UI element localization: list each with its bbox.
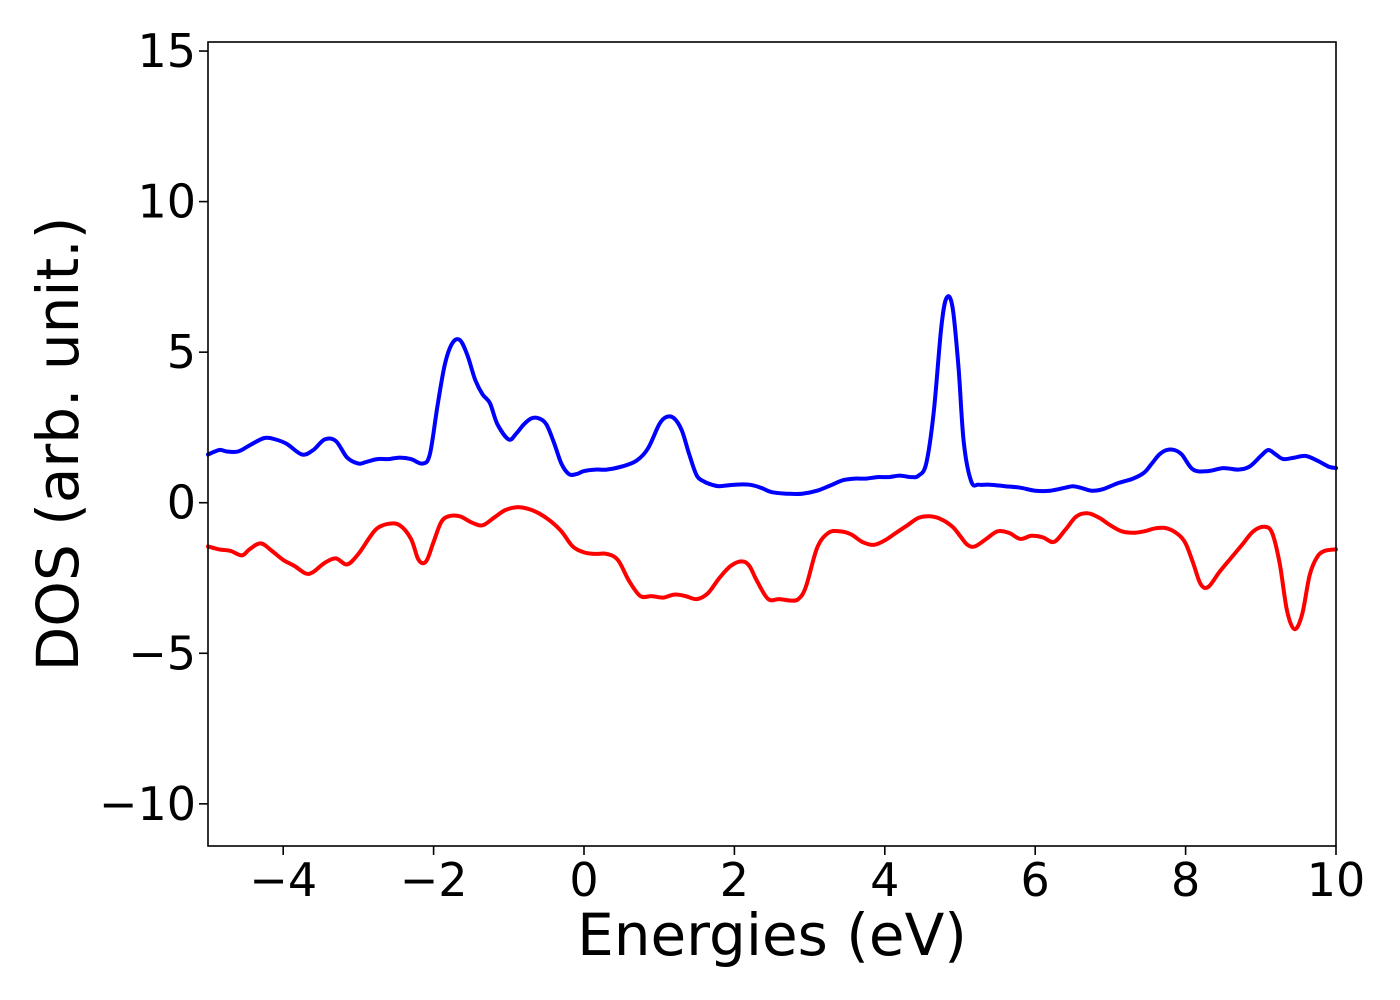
y-tick-label: 15 [137, 24, 196, 78]
x-axis: −4 −2 0 2 4 6 8 10 [249, 846, 1365, 907]
x-tick-label: 4 [870, 853, 899, 907]
x-tick-label: −2 [400, 853, 468, 907]
series-line-blue [206, 294, 1338, 496]
plot-frame [207, 41, 1337, 847]
y-axis: −10 −5 0 5 10 15 [99, 24, 208, 831]
y-tick-label: −5 [128, 626, 196, 680]
series-line-red [206, 505, 1338, 632]
y-tick-label: 5 [167, 325, 196, 379]
x-tick-label: 8 [1171, 853, 1200, 907]
series-layer [206, 294, 1338, 632]
x-axis-title: Energies (eV) [577, 901, 967, 969]
x-tick-label: 0 [569, 853, 598, 907]
plot-area [208, 42, 1336, 846]
y-axis-title: DOS (arb. unit.) [24, 217, 92, 672]
y-tick-label: 0 [167, 476, 196, 530]
x-tick-label: −4 [249, 853, 317, 907]
y-tick-label: −10 [99, 777, 196, 831]
x-tick-label: 10 [1307, 853, 1366, 907]
y-tick-label: 10 [137, 175, 196, 229]
x-tick-label: 6 [1021, 853, 1050, 907]
x-tick-label: 2 [720, 853, 749, 907]
